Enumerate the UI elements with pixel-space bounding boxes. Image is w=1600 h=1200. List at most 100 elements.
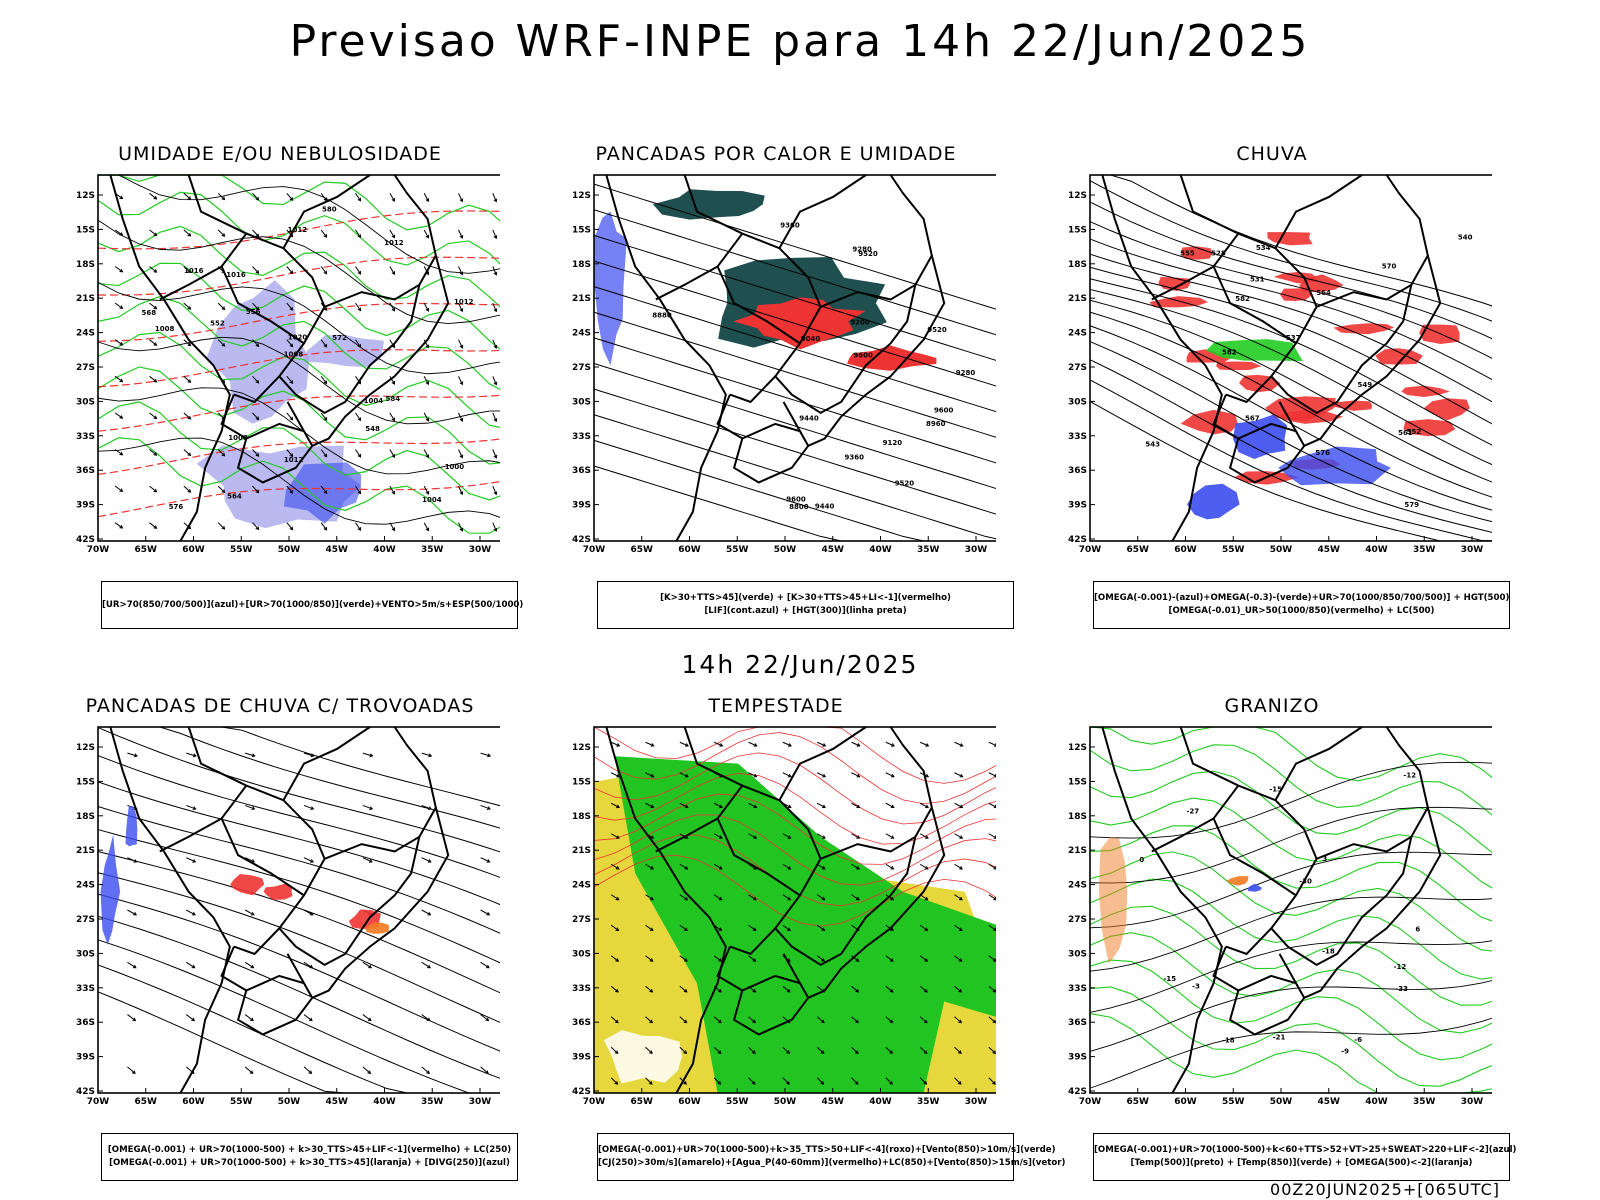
wind-vector-head (924, 835, 929, 839)
lat-tick-label: 15S (1068, 777, 1087, 787)
country-border (774, 836, 917, 967)
lon-tick-label: 45W (1318, 545, 1341, 555)
wind-vector-head (369, 806, 374, 810)
country-border (1212, 946, 1299, 992)
wind-vector (816, 924, 825, 931)
wind-vector-head (192, 859, 197, 863)
wind-vector-head (425, 454, 430, 459)
map-frame (97, 174, 500, 542)
wind-vector-head (425, 234, 430, 239)
contour-label: 576 (1315, 449, 1330, 457)
storm-area-red (230, 873, 265, 896)
wind-vector-head (821, 896, 826, 901)
wind-vector (851, 894, 860, 901)
panel-granizo: GRANIZO -12 -15 -18 -21 -27 -30 -33 -12 -15 -18 -9… (1052, 695, 1516, 1195)
wind-vector-head (323, 380, 328, 385)
lat-tick-label: 39S (1068, 501, 1087, 511)
coastline (311, 255, 450, 447)
wind-vector (919, 1077, 927, 1085)
wind-vector-head (323, 417, 328, 421)
divergence-area-blue (100, 834, 121, 945)
wind-vector-head (187, 269, 192, 274)
wind-vector (713, 1016, 722, 1024)
contour-line (593, 439, 996, 542)
wind-vector-head (959, 773, 964, 778)
wind-vector-head (493, 527, 498, 532)
wind-vector-head (855, 1019, 860, 1024)
contour-line (1089, 325, 1492, 511)
contour-line (1089, 905, 1492, 1006)
country-border (1151, 784, 1240, 853)
contour-line (1089, 770, 1492, 853)
wind-vector-head (685, 743, 689, 747)
rain-area-red (1280, 287, 1313, 301)
contour-label: 9440 (799, 414, 819, 422)
wind-vector (389, 485, 395, 495)
wind-vector (610, 833, 620, 839)
country-border (220, 946, 307, 992)
wind-vector (480, 1066, 489, 1074)
country-border (778, 726, 867, 801)
wind-vector-head (153, 342, 158, 346)
wind-vector-head (650, 866, 654, 870)
wind-vector-head (119, 342, 124, 346)
contour-line (593, 814, 996, 886)
lon-tick-label: 70W (583, 545, 606, 555)
contour-line (97, 437, 500, 525)
wind-vector (362, 1014, 372, 1021)
lon-tick-label: 60W (182, 1097, 205, 1107)
wind-vector (421, 909, 431, 916)
wind-vector-head (958, 927, 963, 932)
wind-vector (885, 772, 895, 778)
wind-vector (713, 1077, 721, 1085)
wind-vector-head (493, 344, 498, 349)
wind-vector (748, 772, 757, 778)
wind-vector (492, 485, 497, 495)
wind-vector-head (119, 305, 124, 309)
wind-vector-head (958, 896, 963, 901)
legend-line: [K>30+TTS>45](verde) + [K>30+TTS>45+LI<-… (660, 593, 951, 603)
contour-label: -12 (1403, 771, 1416, 779)
lat-tick-label: 42S (1068, 1087, 1087, 1097)
contour-line (97, 331, 500, 429)
wind-vector-head (153, 488, 158, 493)
contour-label: 8800 (789, 503, 809, 511)
contour-line (1089, 744, 1492, 816)
wind-vector-head (391, 344, 396, 349)
wind-vector-head (459, 491, 464, 496)
lon-tick-label: 65W (135, 545, 158, 555)
wind-vector (610, 1046, 619, 1054)
wind-vector-head (684, 804, 689, 809)
wind-vector (645, 955, 653, 962)
contour-line (1089, 341, 1492, 523)
country-border (716, 394, 803, 440)
contour-line (97, 256, 500, 296)
contour-line (1089, 825, 1492, 922)
panel-legend: [OMEGA(-0.001)+UR>70(1000-500)+k<60+TTS>… (1093, 1133, 1516, 1181)
wind-vector (389, 266, 395, 275)
legend-line: [OMEGA(-0.001)-(azul)+OMEGA(-0.3)-(verde… (1094, 593, 1510, 603)
contour-label: -15 (1164, 975, 1177, 983)
wind-vector-head (153, 305, 158, 310)
wind-vector-head (391, 271, 396, 276)
wind-vector (286, 339, 293, 347)
lat-tick-label: 33S (572, 432, 591, 442)
contour-line (593, 793, 996, 865)
wind-vector-head (289, 343, 294, 348)
contour-label: 1000 (445, 463, 465, 471)
wind-vector (186, 752, 197, 757)
country-border (683, 726, 822, 956)
lon-tick-label: 55W (230, 1097, 253, 1107)
wind-vector (954, 772, 963, 778)
panel-legend: [OMEGA(-0.001)+UR>70(1000-500)+k>35_TTS>… (597, 1133, 1065, 1181)
wind-vector-head (308, 1017, 313, 1022)
country-border (1212, 266, 1297, 345)
country-border (220, 266, 305, 345)
contour-line (1089, 359, 1492, 533)
wind-vector-head (822, 773, 827, 778)
wind-vector (885, 863, 894, 870)
wind-vector-head (752, 896, 757, 901)
wind-vector (492, 376, 497, 385)
wind-vector (389, 522, 395, 531)
